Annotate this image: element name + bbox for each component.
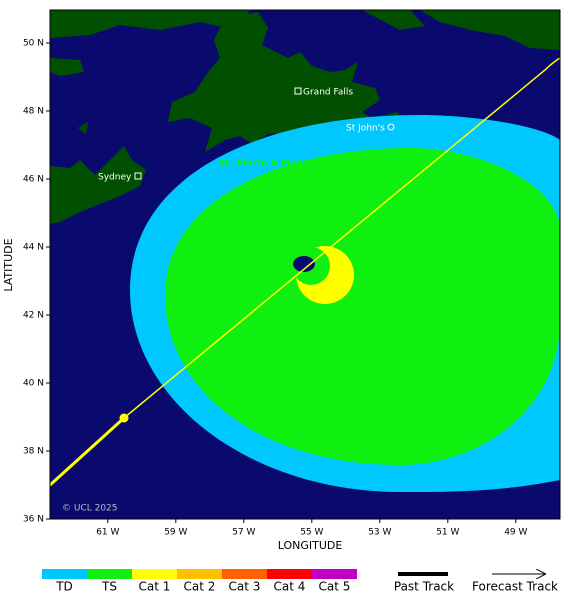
y-tick-label: 36 N (23, 515, 44, 525)
place-marker (134, 172, 142, 180)
place-marker (387, 123, 395, 131)
region-label: St. Pierre & Miquelon (219, 159, 328, 169)
map-frame (49, 9, 561, 520)
y-axis-label: LATITUDE (2, 238, 15, 291)
track-point (119, 413, 129, 423)
legend-swatch (267, 569, 312, 579)
y-tick-label: 38 N (23, 446, 44, 456)
place-label: Sydney (98, 173, 132, 183)
legend-label: Cat 4 (274, 580, 306, 594)
x-tick-label: 59 W (164, 528, 187, 538)
x-tick-label: 53 W (368, 528, 391, 538)
legend-label: Cat 5 (319, 580, 351, 594)
legend-label: TD (55, 580, 73, 594)
y-tick-label: 48 N (23, 106, 44, 116)
forecast-track (123, 57, 560, 419)
place-marker (294, 87, 302, 95)
x-tick-label: 57 W (232, 528, 255, 538)
legend-label: Cat 1 (139, 580, 171, 594)
eye (293, 256, 315, 272)
map: Grand Falls St John's Sydney St. Pierre … (50, 10, 560, 519)
legend-label: TS (101, 580, 117, 594)
legend-swatch (42, 569, 87, 579)
land (50, 10, 560, 224)
x-tick-label: 61 W (96, 528, 119, 538)
y-tick-label: 50 N (23, 38, 44, 48)
legend-swatch (87, 569, 132, 579)
place-label: Grand Falls (303, 88, 353, 98)
legend-swatch (132, 569, 177, 579)
x-tick-label: 49 W (504, 528, 527, 538)
y-tick-label: 40 N (23, 378, 44, 388)
y-tick-label: 42 N (23, 310, 44, 320)
y-tick-label: 44 N (23, 242, 44, 252)
x-axis-label: LONGITUDE (278, 539, 343, 552)
legend-swatch (312, 569, 357, 579)
past-track (50, 416, 126, 487)
place-label: St John's (346, 124, 385, 134)
legend-label: Past Track (394, 580, 454, 594)
x-tick-label: 51 W (436, 528, 459, 538)
y-tick-label: 46 N (23, 174, 44, 184)
legend-label: Forecast Track (472, 580, 558, 594)
legend-swatch (177, 569, 222, 579)
legend-label: Cat 2 (184, 580, 216, 594)
credit: © UCL 2025 (62, 504, 118, 514)
legend-swatch (222, 569, 267, 579)
tropical-storm-wind-field (165, 148, 560, 465)
x-tick-label: 55 W (300, 528, 323, 538)
legend-label: Cat 3 (229, 580, 261, 594)
